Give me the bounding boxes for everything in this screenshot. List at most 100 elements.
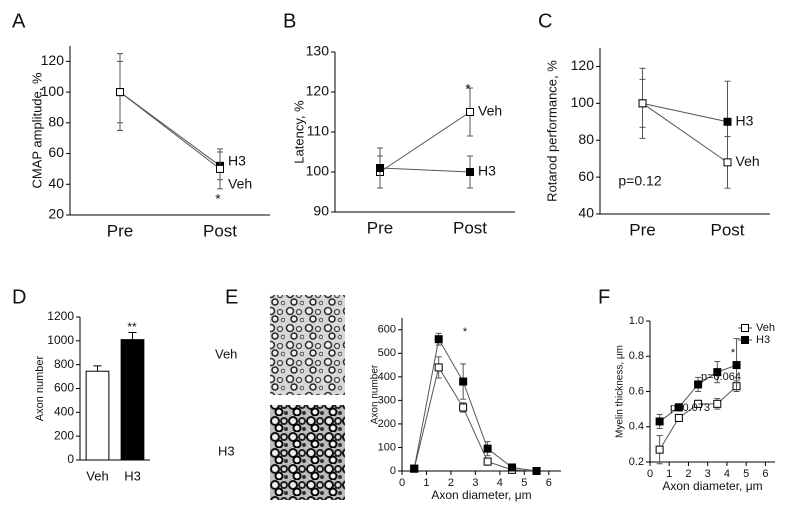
x-category-label: Pre	[629, 220, 655, 239]
y-tick-label: 110	[307, 123, 330, 139]
y-tick-label: 120	[306, 83, 330, 99]
micrograph-h3	[270, 405, 345, 500]
series-line	[659, 385, 737, 450]
marker	[459, 377, 468, 386]
y-tick-label: 100	[306, 163, 330, 179]
marker	[483, 444, 492, 453]
x-tick-label: 4	[724, 468, 730, 480]
panel-letter: A	[12, 10, 26, 32]
y-tick-label: 1000	[47, 333, 74, 347]
annotation: **	[127, 320, 137, 334]
marker	[466, 108, 474, 116]
y-tick-label: 1.0	[629, 315, 644, 327]
marker	[713, 368, 722, 377]
y-tick-label: 40	[48, 175, 64, 191]
y-tick-label: 600	[54, 381, 74, 395]
y-tick-label: 20	[48, 206, 64, 222]
marker	[459, 403, 468, 412]
marker	[723, 158, 732, 167]
panel-letter: D	[12, 286, 26, 308]
marker	[483, 457, 492, 466]
y-tick-label: 80	[578, 131, 594, 147]
x-tick-label: 6	[762, 468, 768, 480]
x-category-label: H3	[124, 468, 141, 483]
x-category-label: Post	[203, 221, 237, 240]
annotation: *	[731, 347, 736, 359]
panel-letter: E	[225, 286, 238, 308]
annotation: p=0.12	[618, 173, 661, 189]
x-tick-label: 3	[472, 477, 478, 489]
y-tick-label: 200	[378, 418, 396, 430]
y-tick-label: 130	[306, 43, 330, 59]
y-tick-label: 200	[54, 428, 74, 442]
y-tick-label: 0	[67, 452, 74, 466]
x-tick-label: 2	[448, 477, 454, 489]
marker	[434, 335, 443, 344]
x-tick-label: 5	[743, 468, 749, 480]
marker	[508, 463, 517, 472]
series-label: H3	[228, 153, 246, 169]
x-axis-label: Axon diameter, μm	[431, 488, 531, 502]
y-tick-label: 0.8	[629, 350, 644, 362]
series-line	[379, 167, 471, 173]
y-tick-label: 500	[378, 347, 396, 359]
y-tick-label: 300	[378, 394, 396, 406]
series-line	[413, 366, 537, 472]
y-tick-label: 60	[48, 144, 64, 160]
series-line	[413, 337, 537, 472]
series-label: H3	[478, 163, 496, 179]
x-tick-label: 0	[647, 468, 653, 480]
legend-label: Veh	[756, 322, 775, 334]
marker	[638, 99, 647, 108]
marker	[216, 164, 224, 173]
series-label: Veh	[228, 176, 252, 192]
y-tick-label: 60	[578, 168, 594, 184]
annotation: p=0.073	[670, 402, 710, 414]
series-label: H3	[736, 112, 754, 128]
y-tick-label: 40	[578, 205, 594, 221]
y-axis-label: Rotarod performance, %	[544, 60, 559, 202]
y-tick-label: 0	[390, 465, 396, 477]
y-tick-label: 120	[571, 57, 595, 73]
annotation: *	[463, 326, 468, 338]
legend-marker	[741, 324, 749, 332]
y-tick-label: 80	[48, 114, 64, 130]
x-tick-label: 3	[705, 468, 711, 480]
x-category-label: Pre	[367, 218, 393, 237]
legend-marker	[741, 336, 749, 344]
series-line	[119, 91, 221, 170]
series-label: Veh	[736, 153, 760, 169]
y-tick-label: 800	[54, 357, 74, 371]
marker	[674, 403, 683, 412]
series-line	[379, 111, 471, 173]
y-tick-label: 400	[378, 371, 396, 383]
x-tick-label: 1	[666, 468, 672, 480]
annotation: *	[215, 191, 221, 207]
x-category-label: Post	[710, 220, 744, 239]
bar	[120, 339, 145, 461]
marker	[466, 168, 474, 176]
x-tick-label: 1	[423, 477, 429, 489]
x-tick-label: 4	[497, 477, 503, 489]
marker	[713, 399, 722, 408]
series-line	[642, 102, 728, 123]
bar	[85, 370, 110, 461]
marker	[655, 417, 664, 426]
y-tick-label: 90	[313, 203, 329, 219]
y-tick-label: 600	[378, 324, 396, 336]
series-line	[642, 102, 728, 163]
y-axis-label: Axon number	[34, 355, 46, 421]
marker	[434, 363, 443, 372]
y-tick-label: 1200	[47, 309, 74, 323]
marker	[674, 413, 683, 422]
annotation: p=0.064	[701, 371, 741, 383]
marker	[116, 88, 124, 97]
marker	[723, 117, 732, 126]
y-tick-label: 100	[41, 83, 65, 99]
x-axis-label: Axon diameter, μm	[662, 479, 762, 493]
x-category-label: Veh	[86, 468, 108, 483]
y-axis-label: CMAP amplitude, %	[29, 72, 44, 189]
marker	[532, 467, 541, 475]
